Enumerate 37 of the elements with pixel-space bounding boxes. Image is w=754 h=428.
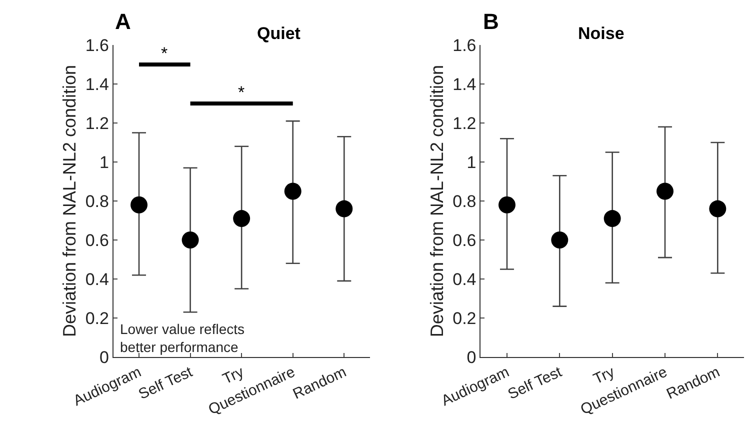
- y-axis-title: Deviation from NAL-NL2 condition: [60, 64, 80, 338]
- chart-title: Quiet: [257, 24, 301, 43]
- point: [709, 200, 726, 218]
- y-tick-label: 1.4: [452, 74, 476, 94]
- text: A: [115, 9, 131, 34]
- point: [182, 232, 199, 248]
- point: [284, 182, 302, 200]
- point: [336, 200, 353, 218]
- text: B: [483, 9, 499, 34]
- annotation: *: [161, 44, 168, 63]
- chart-title: Noise: [578, 24, 624, 43]
- y-tick-label: 1: [100, 152, 109, 172]
- y-tick-label: 1.4: [85, 74, 109, 94]
- y-tick-label: 0: [466, 348, 476, 367]
- y-tick-label: 0.8: [85, 192, 109, 211]
- point: [604, 210, 621, 228]
- y-axis-title: Deviation from NAL-NL2 condition: [426, 64, 447, 338]
- y-tick-label: 1.2: [85, 114, 109, 133]
- point: [498, 196, 516, 214]
- y-tick-label: 0.2: [85, 308, 109, 328]
- point: [130, 196, 148, 214]
- y-tick-label: 0.8: [452, 192, 476, 211]
- y-tick-label: 1: [466, 152, 476, 172]
- point: [551, 232, 568, 248]
- point: [656, 182, 674, 200]
- y-tick-label: 0: [100, 348, 109, 367]
- y-tick-label: 0.6: [452, 230, 476, 250]
- annotation: Lower value reflects better performance: [120, 321, 245, 356]
- annotation: *: [238, 83, 245, 102]
- y-tick-label: 1.6: [85, 36, 109, 55]
- y-tick-label: 1.6: [452, 36, 476, 55]
- y-tick-label: 0.2: [452, 308, 476, 328]
- y-tick-label: 0.6: [85, 230, 109, 250]
- y-tick-label: 0.4: [85, 270, 109, 289]
- y-tick-label: 0.4: [452, 270, 476, 289]
- y-tick-label: 1.2: [452, 114, 476, 133]
- point: [233, 210, 250, 228]
